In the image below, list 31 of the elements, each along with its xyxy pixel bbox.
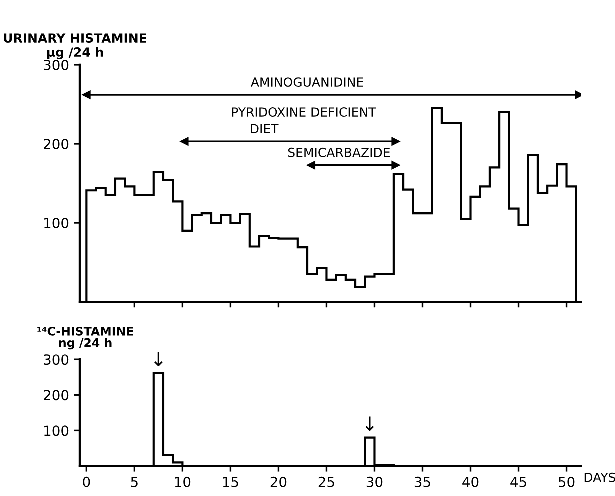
y-tick-label: 200	[44, 138, 69, 150]
x-tick-label: 40	[462, 476, 479, 488]
point	[575, 90, 582, 100]
y-axis-title: URINARY HISTAMINE μg /24 h	[4, 34, 146, 60]
x-tick-label: 10	[175, 476, 191, 488]
annotation: ↓	[366, 416, 374, 432]
x-tick-label: 35	[414, 476, 430, 488]
point	[392, 161, 400, 170]
point	[180, 137, 189, 146]
y-tick-label: 300	[44, 60, 69, 70]
point	[392, 137, 400, 146]
x-tick-label: 15	[223, 477, 238, 488]
annotation: SEMICARBAZIDE	[288, 148, 390, 158]
y-tick-label: 200	[44, 390, 69, 401]
x-tick-label: 25	[318, 476, 334, 488]
annotation: ↓	[154, 352, 163, 366]
y-tick-label: 300	[44, 354, 69, 366]
y-tick-label: 100	[44, 426, 69, 436]
x-tick-label: 0	[83, 476, 90, 488]
x-tick-label: 50	[559, 476, 575, 488]
y-axis-title: ¹⁴C-HISTAMINE ng /24 h	[38, 326, 134, 350]
y-tick-label: 100	[44, 218, 69, 229]
annotation: PYRIDOXINE DEFICIENT	[232, 108, 376, 117]
annotation: DIET	[251, 124, 279, 134]
x-tick-label: 20	[270, 476, 287, 488]
x-tick-label: 45	[510, 477, 526, 488]
point	[82, 90, 91, 100]
x-tick-label: 30	[366, 476, 383, 488]
point	[307, 161, 316, 170]
x-tick-label: 5	[131, 477, 138, 488]
annotation: AMINOGUANIDINE	[251, 78, 364, 88]
